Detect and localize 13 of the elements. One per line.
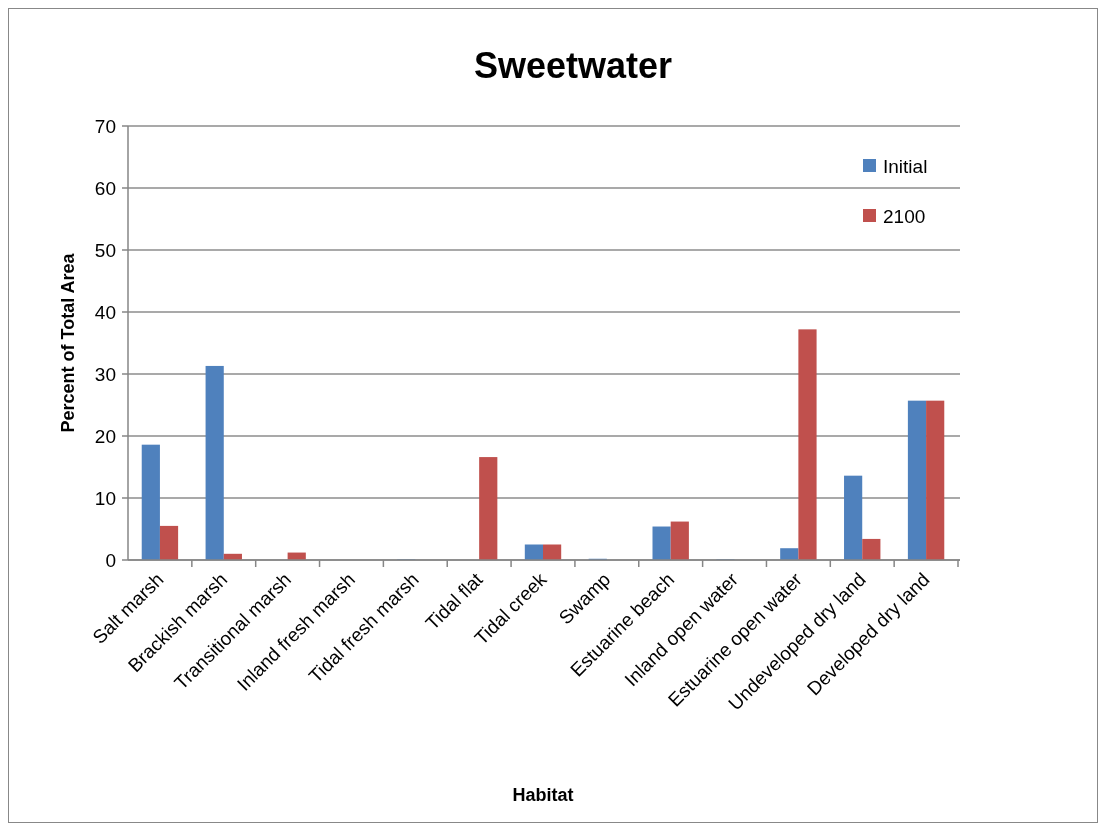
y-tick-label: 40 [94,301,116,323]
y-tick-label: 30 [94,363,116,385]
x-axis-title: Habitat [512,785,574,805]
y-tick-label: 20 [94,425,116,447]
y-axis-title: Percent of Total Area [58,252,78,433]
legend-label: Initial [883,155,928,177]
y-tick-label: 0 [105,549,116,571]
y-tick-label: 10 [94,487,116,509]
y-tick-label: 50 [94,239,116,261]
y-tick-label: 70 [94,115,116,137]
legend-label: 2100 [883,205,926,227]
y-tick-label: 60 [94,177,116,199]
chart-title: Sweetwater [473,45,673,86]
